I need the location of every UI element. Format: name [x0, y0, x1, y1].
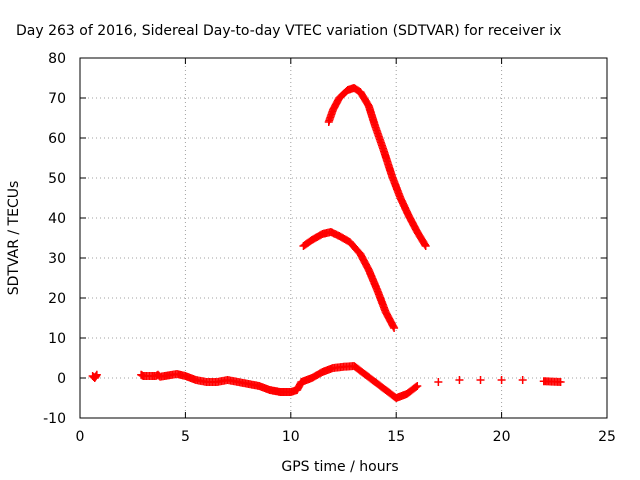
data-point — [556, 378, 565, 386]
y-tick-label: 70 — [48, 91, 66, 107]
x-tick-label: 10 — [282, 429, 300, 445]
plot-frame — [79, 57, 608, 419]
data-point — [420, 240, 429, 249]
y-tick-label: 10 — [48, 331, 66, 347]
x-tick-label: 15 — [387, 429, 405, 445]
y-tick-label: 30 — [48, 251, 66, 267]
data-point — [434, 378, 443, 386]
x-tick-label: 0 — [76, 429, 85, 445]
grid — [80, 58, 607, 418]
y-tick-label: 80 — [48, 51, 66, 67]
data-point — [476, 376, 485, 384]
x-tick-label: 20 — [493, 429, 511, 445]
x-tick-label: 25 — [598, 429, 616, 445]
axis-ticks: 0 5 10 15 20 25 -10 0 10 20 30 40 50 60 70 80 — [43, 51, 616, 445]
x-tick-label: 5 — [181, 429, 190, 445]
data-point — [455, 376, 464, 384]
data-point — [390, 324, 399, 332]
y-tick-label: 20 — [48, 291, 66, 307]
data-point — [421, 242, 430, 250]
y-tick-label: 40 — [48, 211, 66, 227]
y-tick-label: 50 — [48, 171, 66, 187]
y-tick-label: 0 — [57, 371, 66, 387]
chart-title: Day 263 of 2016, Sidereal Day-to-day VTE… — [16, 23, 561, 39]
x-axis-title: GPS time / hours — [281, 459, 398, 475]
data-point — [518, 376, 527, 384]
data-point — [92, 370, 101, 379]
data-point — [497, 376, 506, 384]
data-point — [413, 382, 422, 390]
data-point — [412, 382, 421, 391]
y-tick-label: 60 — [48, 131, 66, 147]
y-tick-label: -10 — [43, 411, 66, 427]
data-points — [88, 84, 565, 402]
y-axis-title: SDTVAR / TECUs — [6, 181, 22, 296]
